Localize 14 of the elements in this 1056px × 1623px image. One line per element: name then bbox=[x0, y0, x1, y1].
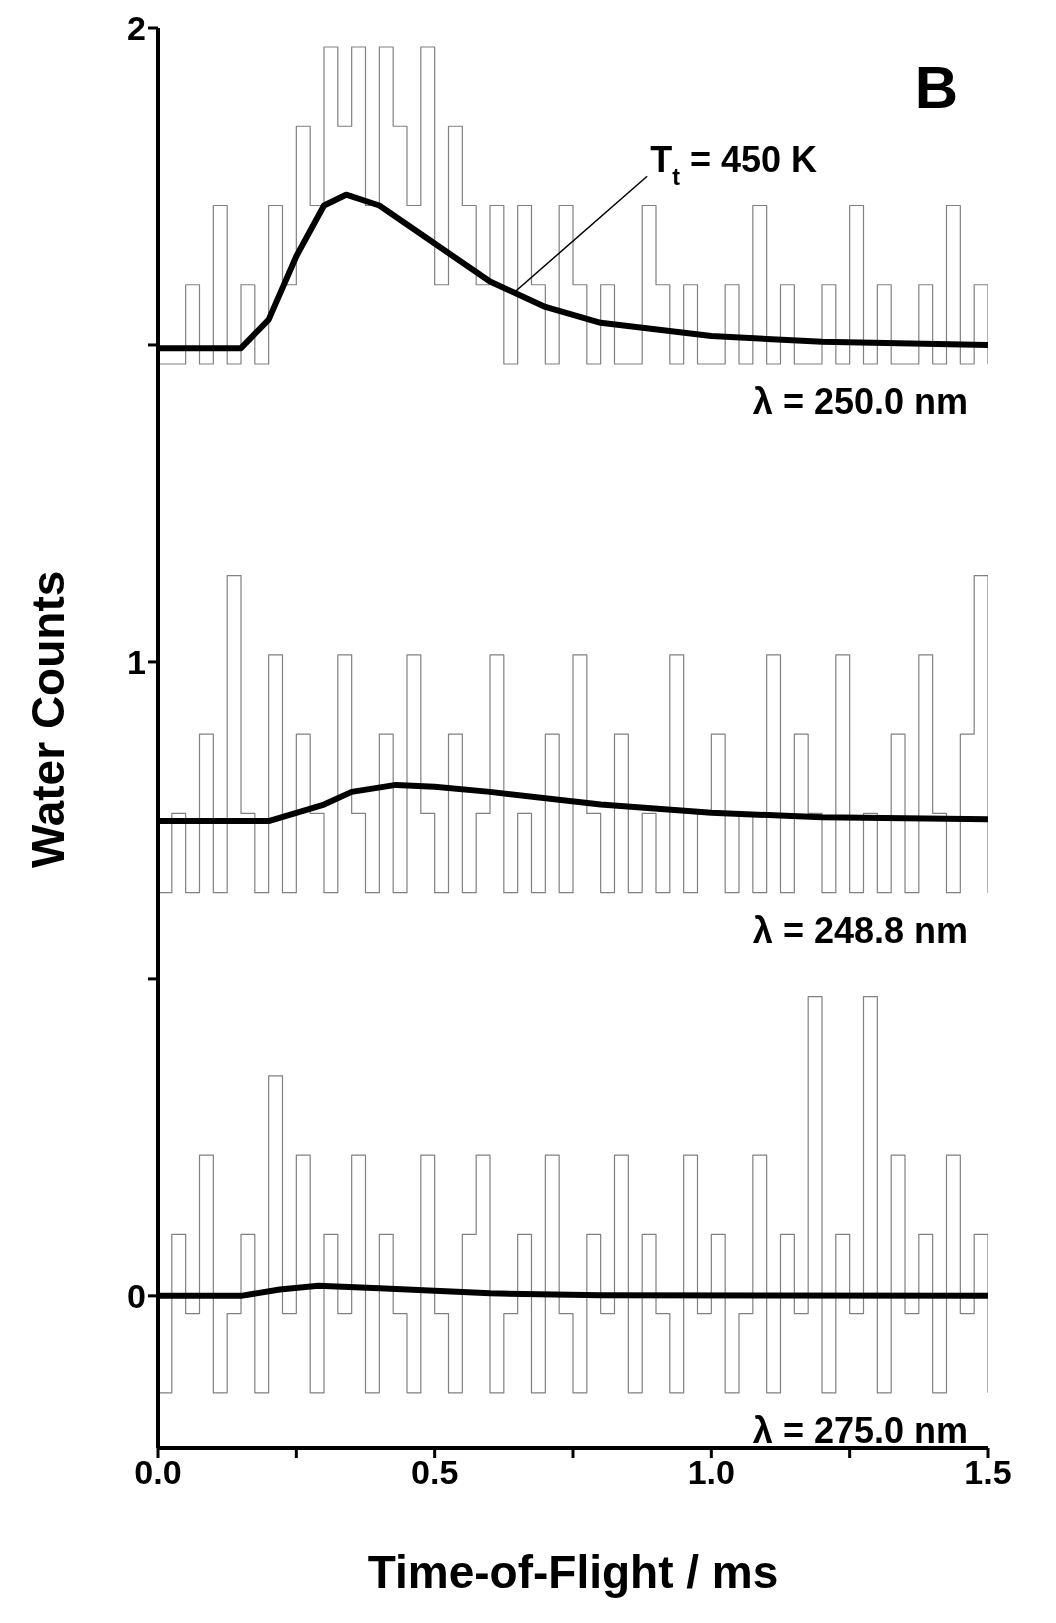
series-label: λ = 275.0 nm bbox=[752, 1409, 968, 1451]
annotation: B bbox=[914, 54, 958, 121]
y-tick-label: 0 bbox=[127, 1276, 146, 1315]
y-tick-label: 1 bbox=[127, 643, 146, 681]
series-label: λ = 248.8 nm bbox=[752, 909, 968, 951]
x-tick-label: 1.0 bbox=[687, 1453, 735, 1492]
series-label: λ = 250.0 nm bbox=[752, 380, 968, 422]
annotation: T$_{t}$ = 450 K bbox=[650, 139, 818, 191]
x-tick-label: 0.5 bbox=[411, 1453, 459, 1492]
x-tick-label: 1.5 bbox=[964, 1453, 1012, 1492]
x-axis-title: Time-of-Flight / ms bbox=[367, 1546, 779, 1598]
y-tick-label: 2 bbox=[127, 9, 146, 48]
x-tick-label: 0.0 bbox=[134, 1453, 182, 1492]
y-axis-title: Water Counts bbox=[22, 570, 75, 868]
